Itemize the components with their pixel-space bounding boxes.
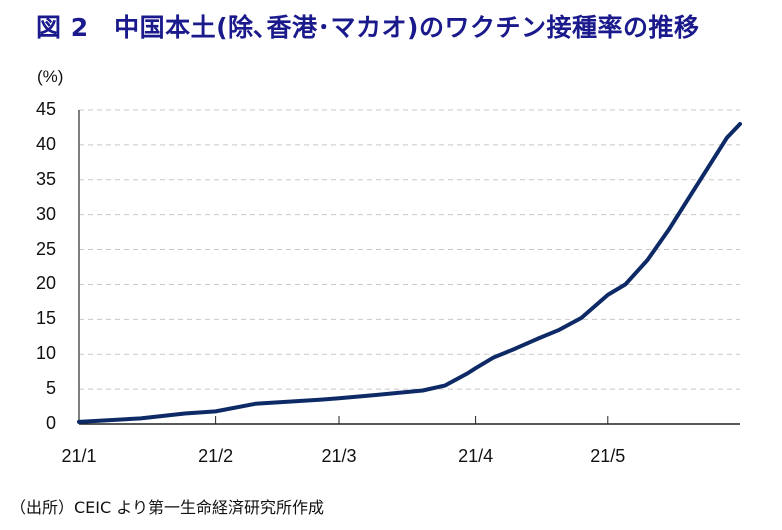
y-tick-label: 10 [35,343,56,364]
y-tick-label: 25 [35,238,56,259]
y-axis-unit-label: (%) [37,67,64,86]
x-tick-label: 21/2 [198,446,234,466]
vaccination-rate-line [77,122,742,424]
y-tick-label: 20 [35,273,56,294]
y-tick-label: 35 [35,168,56,189]
y-tick-label: 5 [45,378,56,399]
x-tick-label: 21/4 [458,446,494,466]
x-tick-label: 21/3 [321,446,357,466]
y-tick-label: 40 [35,133,56,154]
y-tick-label: 0 [45,413,56,433]
source-note: （出所）CEIC より第一生命経済研究所作成 [10,498,324,517]
y-tick-label: 30 [35,203,56,224]
gridlines [79,109,740,390]
x-tick-label: 21/1 [61,446,97,466]
y-tick-label: 45 [35,99,56,119]
chart-title: 図 2 中国本土(除､香港･マカオ)のワクチン接種率の推移 [36,13,700,42]
x-axis-tick-marks [215,416,609,424]
y-tick-label: 15 [35,308,56,329]
x-tick-label: 21/5 [590,446,626,466]
